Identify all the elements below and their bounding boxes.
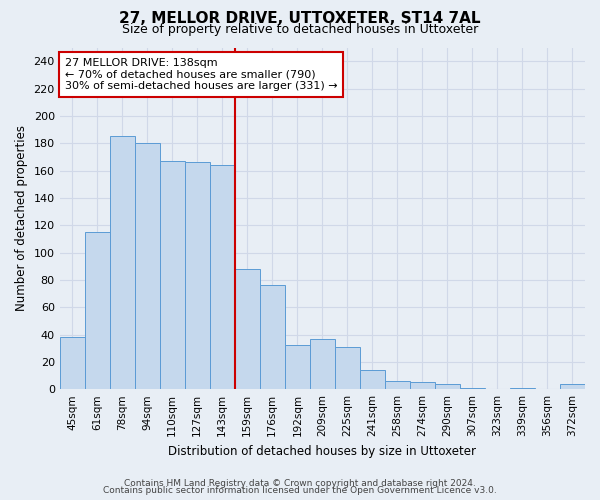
Bar: [335, 347, 360, 389]
X-axis label: Distribution of detached houses by size in Uttoxeter: Distribution of detached houses by size …: [169, 444, 476, 458]
Text: 27, MELLOR DRIVE, UTTOXETER, ST14 7AL: 27, MELLOR DRIVE, UTTOXETER, ST14 7AL: [119, 11, 481, 26]
Text: Contains HM Land Registry data © Crown copyright and database right 2024.: Contains HM Land Registry data © Crown c…: [124, 478, 476, 488]
Bar: [285, 346, 310, 389]
Bar: [435, 384, 460, 389]
Text: Contains public sector information licensed under the Open Government Licence v3: Contains public sector information licen…: [103, 486, 497, 495]
Bar: [510, 388, 535, 389]
Bar: [110, 136, 135, 389]
Bar: [235, 269, 260, 389]
Bar: [135, 143, 160, 389]
Bar: [185, 162, 210, 389]
Bar: [85, 232, 110, 389]
Bar: [260, 286, 285, 389]
Bar: [410, 382, 435, 389]
Bar: [59, 337, 85, 389]
Y-axis label: Number of detached properties: Number of detached properties: [15, 126, 28, 312]
Bar: [560, 384, 585, 389]
Bar: [160, 161, 185, 389]
Bar: [210, 165, 235, 389]
Text: 27 MELLOR DRIVE: 138sqm
← 70% of detached houses are smaller (790)
30% of semi-d: 27 MELLOR DRIVE: 138sqm ← 70% of detache…: [65, 58, 338, 91]
Bar: [310, 338, 335, 389]
Bar: [360, 370, 385, 389]
Bar: [385, 381, 410, 389]
Text: Size of property relative to detached houses in Uttoxeter: Size of property relative to detached ho…: [122, 22, 478, 36]
Bar: [460, 388, 485, 389]
